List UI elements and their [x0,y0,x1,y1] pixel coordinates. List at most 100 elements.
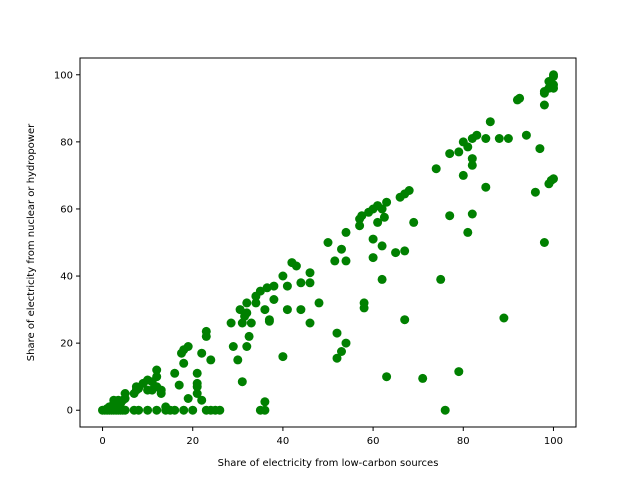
points-layer [98,70,558,415]
data-point [445,211,455,221]
data-point [282,305,292,315]
data-point [192,368,202,378]
x-tick-label: 100 [544,436,563,447]
data-point [400,246,410,256]
data-point [188,405,198,415]
y-tick-label: 0 [67,406,73,417]
data-point [278,352,288,362]
data-point [131,382,141,392]
data-point [515,93,525,103]
x-axis-ticks: 0 20 40 60 80 100 [99,427,563,447]
data-point [143,405,153,415]
y-tick-label: 100 [54,70,73,81]
data-point [206,355,216,365]
data-point [454,367,464,377]
data-point [436,274,446,284]
data-point [382,372,392,382]
data-point [237,377,247,387]
data-point [463,142,473,152]
data-point [379,212,389,222]
data-point [179,358,189,368]
y-tick-label: 40 [60,272,73,283]
data-point [269,281,279,291]
data-point [467,209,477,219]
data-point [242,308,252,318]
data-point [192,378,202,388]
data-point [192,389,202,398]
data-point [458,170,468,180]
data-point [152,405,162,415]
x-axis-label: Share of electricity from low-carbon sou… [218,458,439,469]
data-point [355,221,365,231]
data-point [341,256,351,266]
data-point [129,405,139,415]
data-point [314,298,324,308]
data-point [109,395,119,405]
data-point [377,204,387,214]
x-tick-label: 80 [457,436,470,447]
y-axis-label: Share of electricity from nuclear or hyd… [26,123,37,361]
data-point [278,271,288,281]
x-tick-label: 40 [277,436,290,447]
data-point [535,144,545,154]
data-point [242,298,252,308]
data-point [305,268,315,278]
data-point [377,241,387,251]
data-point [251,298,261,308]
data-point [341,227,351,237]
data-point [120,405,130,415]
data-point [197,348,207,358]
axes-frame [79,57,577,428]
data-point [246,318,256,328]
data-point [174,380,184,390]
data-point [503,134,513,143]
data-point [305,318,315,328]
data-point [481,182,491,192]
data-point [260,305,270,315]
data-point [445,149,455,159]
data-point [391,248,401,258]
data-point [233,355,243,365]
data-point [179,405,189,415]
data-point [152,372,162,382]
data-point [499,313,509,323]
data-point [244,331,254,341]
data-point [262,283,272,293]
data-point [373,217,383,227]
data-point [382,197,392,207]
x-tick-label: 20 [186,436,199,447]
data-point [291,261,301,271]
data-point [197,395,207,405]
data-point [305,278,315,288]
y-tick-label: 80 [60,137,73,148]
data-point [400,315,410,325]
data-point [228,342,238,351]
data-point [170,405,180,415]
data-point [404,186,414,195]
data-point [368,234,378,244]
data-point [549,174,558,184]
data-point [296,278,306,288]
data-point [215,405,225,415]
data-point [357,211,367,221]
data-point [539,100,549,110]
data-point [264,316,274,326]
data-point [409,217,419,227]
y-axis-ticks: 0 20 40 60 80 100 [54,70,80,417]
data-point [549,83,558,93]
data-point [255,286,265,296]
data-point [337,244,346,254]
data-point [296,305,306,315]
data-point [549,71,558,81]
data-point [235,305,245,315]
data-point [463,227,473,237]
data-point [494,134,504,143]
data-point [418,373,428,383]
data-point [269,295,279,304]
data-point [472,130,482,140]
data-point [330,256,340,266]
y-tick-label: 60 [60,204,73,215]
data-point [332,328,342,338]
